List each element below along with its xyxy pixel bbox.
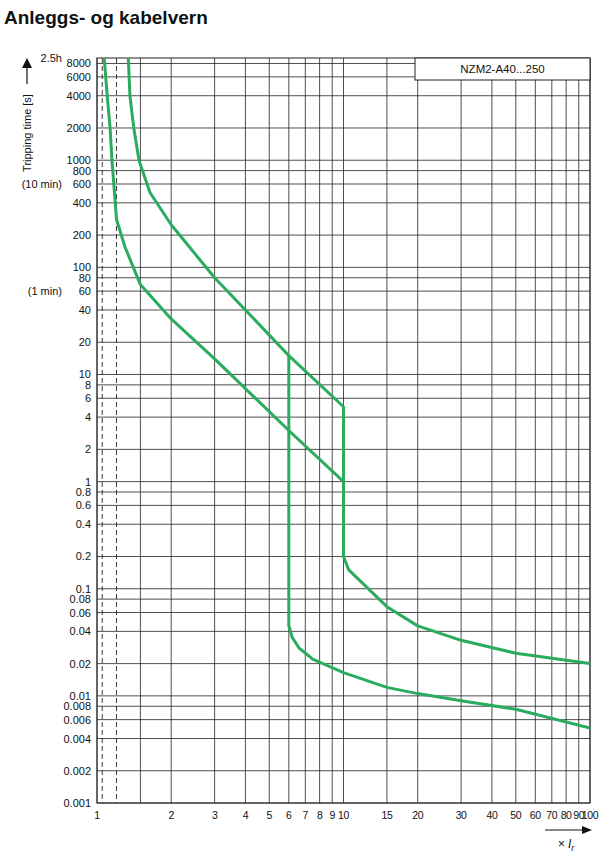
reference-line [116,58,117,803]
x-grid-line [491,58,492,803]
annotation: (10 min) [22,178,62,190]
x-tick-label: 4 [243,809,249,821]
x-grid-line [578,58,579,803]
x-arrow-line [545,829,584,830]
x-tick-label: 30 [456,809,467,821]
x-tick-label: 60 [530,809,541,821]
x-grid-line [566,58,567,803]
x-tick-label: 20 [412,809,423,821]
x-grid-line [551,58,552,803]
y-tick-label: 20 [79,336,91,348]
y-tick-label: 2000 [67,122,91,134]
y-tick-label: 6 [85,392,91,404]
y-tick-label: 4000 [67,90,91,102]
x-grid-line [319,58,320,803]
y-tick-label: 0.02 [70,658,91,670]
x-tick-label: 100 [582,809,599,821]
trip-curve [104,58,343,482]
x-grid-line [269,58,270,803]
y-tick-label: 0.002 [63,765,91,777]
y-tick-label: 0.4 [76,518,91,530]
y-tick-label: 40 [79,304,91,316]
x-grid-line [461,58,462,803]
x-tick-label: 6 [286,809,292,821]
x-axis-label-subscript: r [571,843,575,853]
y-axis-label: Tripping time [s] [21,94,33,172]
y-tick-label: 0.06 [70,607,91,619]
x-grid-line [245,58,246,803]
y-tick-label: 0.8 [76,486,91,498]
series-group [104,58,590,728]
y-tick-label: 800 [73,165,91,177]
y-tick-label: 0.2 [76,550,91,562]
x-tick-label: 70 [546,809,557,821]
x-axis-label-main: × I [558,837,572,851]
x-tick-label: 5 [267,809,273,821]
x-grid-line [332,58,333,803]
title: Anleggs- og kabelvern [4,7,208,28]
x-tick-label: 50 [510,809,521,821]
chart: Anleggs- og kabelvern8000600040002000100… [0,0,616,861]
y-tick-label: 60 [79,285,91,297]
box-label: NZM2-A40...250 [460,63,544,75]
x-grid-line [171,58,172,803]
x-tick-label: 80 [561,809,572,821]
y-tick-label: 600 [73,178,91,190]
y-arrow-line [26,66,27,84]
x-grid-line [535,58,536,803]
y-tick-label: 80 [79,272,91,284]
y-tick-label: 0.004 [63,733,91,745]
x-tick-label: 10 [338,809,349,821]
box-label-frame [415,58,590,80]
x-arrow-head [582,826,592,834]
x-tick-label: 8 [317,809,323,821]
x-grid-line [214,58,215,803]
x-axis-label: × Ir [558,837,576,853]
y-tick-label: 200 [73,229,91,241]
x-grid-line [515,58,516,803]
y-tick-label: 8000 [67,57,91,69]
x-tick-label: 9 [329,809,335,821]
plot-frame [97,58,590,803]
trip-curve [289,356,590,729]
x-tick-label: 1 [94,809,100,821]
y-tick-label: 0.6 [76,499,91,511]
y-tick-label: 0.04 [70,625,91,637]
y-tick-label: 0.008 [63,700,91,712]
y-tick-label: 0.08 [70,593,91,605]
x-grid-line [305,58,306,803]
x-tick-label: 15 [381,809,392,821]
x-tick-label: 3 [212,809,218,821]
y-tick-label: 0.001 [63,797,91,809]
y-tick-label: 2 [85,443,91,455]
x-grid-line [417,58,418,803]
x-tick-label: 40 [486,809,497,821]
x-grid-line [386,58,387,803]
y-tick-label: 0.006 [63,714,91,726]
annotation: 2.5h [41,52,62,64]
y-tick-label: 400 [73,197,91,209]
x-tick-label: 7 [303,809,309,821]
grid [97,58,590,803]
x-tick-label: 2 [168,809,174,821]
trip-curve [128,58,590,664]
reference-line [102,58,103,803]
y-tick-label: 8 [85,379,91,391]
y-tick-label: 4 [85,411,91,423]
y-tick-label: 6000 [67,71,91,83]
annotation: (1 min) [28,285,62,297]
